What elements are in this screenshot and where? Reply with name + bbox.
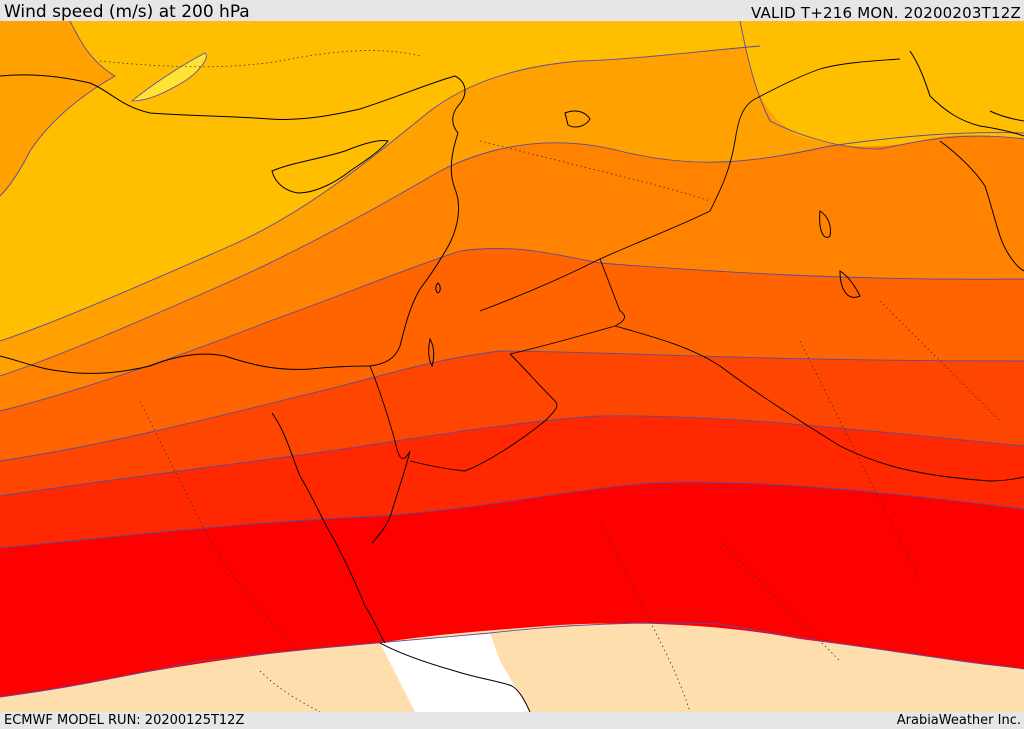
band-dark-orange xyxy=(0,248,1024,461)
band-red-orange-1 xyxy=(0,415,1024,548)
band-red xyxy=(0,482,1024,697)
credit-label: ArabiaWeather Inc. xyxy=(896,713,1021,728)
band-light-orange xyxy=(0,39,1024,376)
political-borders xyxy=(369,58,1024,482)
band-orange-nw xyxy=(0,21,115,196)
band-yellow-streak xyxy=(130,52,207,102)
band-amber-ne xyxy=(740,21,1024,147)
band-amber xyxy=(0,21,1024,341)
admin-boundaries xyxy=(99,50,1001,712)
band-red-orange-2 xyxy=(0,351,1024,496)
band-orange xyxy=(0,132,1024,411)
coastlines xyxy=(0,50,1024,712)
wind-speed-map xyxy=(0,21,1024,712)
header-bar xyxy=(0,0,1024,21)
model-run-label: ECMWF MODEL RUN: 20200125T12Z xyxy=(4,713,245,728)
band-white-patch xyxy=(380,633,530,712)
contour-lines xyxy=(0,21,1024,698)
footer-bar xyxy=(0,712,1024,729)
valid-time-label: VALID T+216 MON. 20200203T12Z xyxy=(751,4,1021,22)
map-title: Wind speed (m/s) at 200 hPa xyxy=(4,2,250,22)
